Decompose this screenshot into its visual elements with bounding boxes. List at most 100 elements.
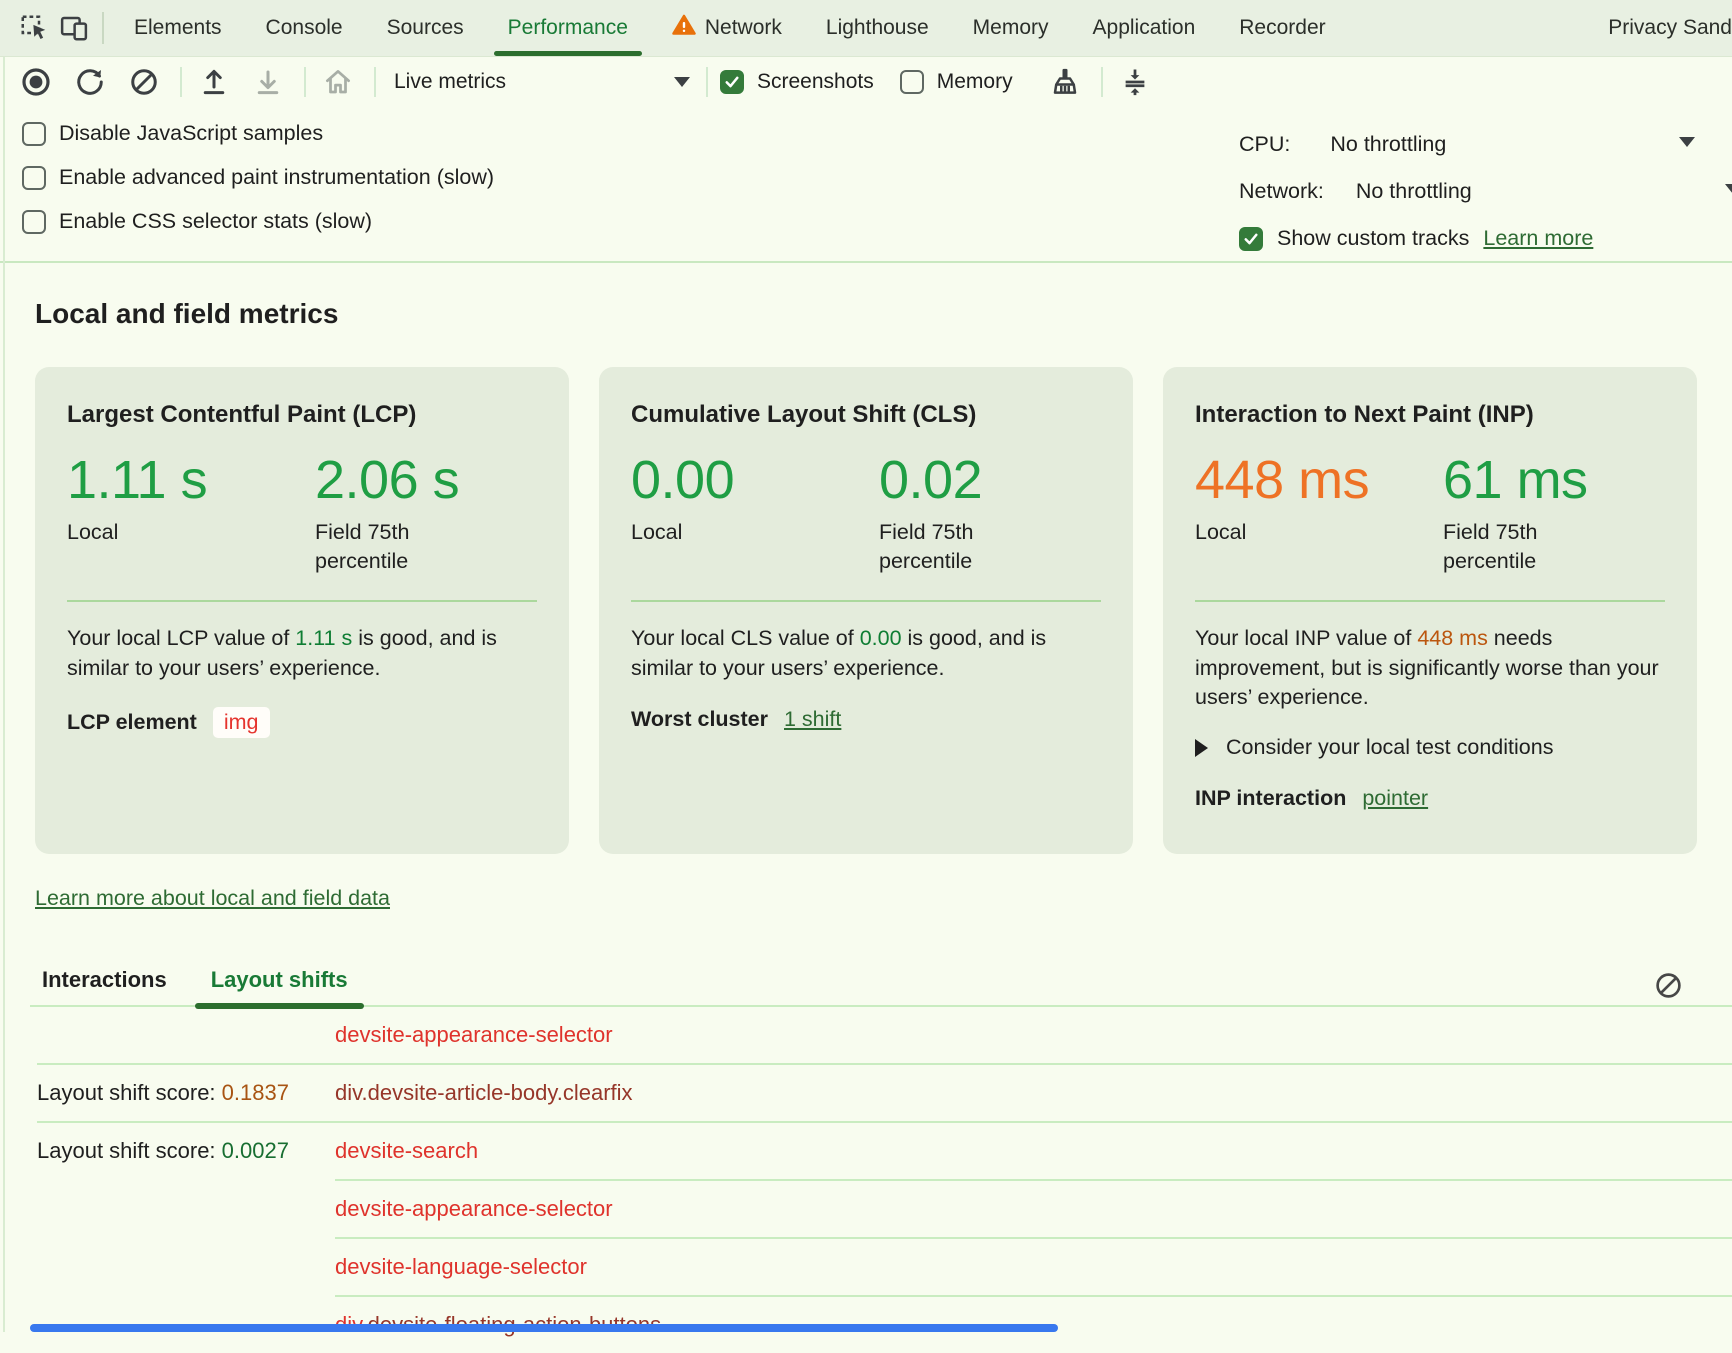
inp-interaction-label: INP interaction xyxy=(1195,786,1346,811)
tab-sources[interactable]: Sources xyxy=(365,0,486,56)
tab-network[interactable]: Network xyxy=(650,0,804,56)
inp-field-label: Field 75th percentile xyxy=(1443,518,1613,576)
tab-memory[interactable]: Memory xyxy=(951,0,1071,56)
tab-console[interactable]: Console xyxy=(244,0,365,56)
clear-recording-button[interactable] xyxy=(124,62,164,102)
performance-settings: Disable JavaScript samples Enable advanc… xyxy=(0,106,1732,263)
chevron-down-icon[interactable] xyxy=(1725,184,1732,194)
lcp-element-node-link[interactable]: img xyxy=(213,707,270,738)
css-selector-stats-checkbox[interactable] xyxy=(22,210,46,234)
record-button[interactable] xyxy=(16,62,56,102)
tab-interactions[interactable]: Interactions xyxy=(42,955,167,1005)
network-label: Network: xyxy=(1239,179,1324,204)
table-row[interactable]: devsite-appearance-selector xyxy=(0,1007,1732,1063)
learn-more-local-field-link[interactable]: Learn more about local and field data xyxy=(35,886,390,911)
worst-cluster-link[interactable]: 1 shift xyxy=(784,707,841,732)
local-test-conditions-disclosure[interactable]: Consider your local test conditions xyxy=(1195,735,1665,760)
worst-cluster-label: Worst cluster xyxy=(631,707,768,732)
shift-score-value: 0.1837 xyxy=(222,1080,289,1105)
memory-checkbox[interactable] xyxy=(900,70,924,94)
disclosure-triangle-icon xyxy=(1195,739,1208,757)
disable-js-samples-label: Disable JavaScript samples xyxy=(59,121,323,146)
tab-lighthouse[interactable]: Lighthouse xyxy=(804,0,951,56)
inp-desc-text: Your local INP value of xyxy=(1195,626,1417,650)
screenshots-checkbox[interactable] xyxy=(720,70,744,94)
device-toolbar-button[interactable] xyxy=(54,8,94,48)
tab-label: Lighthouse xyxy=(826,16,929,40)
shift-node-link[interactable]: devsite-search xyxy=(335,1138,1732,1164)
warning-icon xyxy=(672,14,696,42)
local-test-conditions-label: Consider your local test conditions xyxy=(1226,735,1553,760)
cpu-throttling-select[interactable]: No throttling xyxy=(1330,132,1446,157)
inp-card: Interaction to Next Paint (INP) 448 ms L… xyxy=(1163,367,1697,854)
clear-log-button[interactable] xyxy=(1648,965,1688,1005)
download-profile-button[interactable] xyxy=(248,62,288,102)
cls-card-title: Cumulative Layout Shift (CLS) xyxy=(631,401,1101,429)
tab-layout-shifts[interactable]: Layout shifts xyxy=(211,955,348,1005)
advanced-paint-checkbox[interactable] xyxy=(22,166,46,190)
performance-toolbar: Live metrics Screenshots Memory xyxy=(0,57,1732,106)
lcp-description: Your local LCP value of 1.11 s is good, … xyxy=(67,624,537,683)
tab-privacy-sandbox[interactable]: Privacy Sand xyxy=(1586,0,1732,56)
shift-node-link[interactable]: devsite-language-selector xyxy=(335,1254,1732,1280)
custom-tracks-label: Show custom tracks xyxy=(1277,226,1469,251)
gc-button[interactable] xyxy=(1045,62,1085,102)
table-row[interactable]: Layout shift score: 0.0027 devsite-searc… xyxy=(0,1123,1732,1179)
home-button[interactable] xyxy=(318,62,358,102)
chevron-down-icon xyxy=(674,77,690,87)
disable-js-samples-checkbox[interactable] xyxy=(22,122,46,146)
shift-node-link[interactable]: devsite-appearance-selector xyxy=(335,1022,1732,1048)
chevron-down-icon[interactable] xyxy=(1679,137,1695,147)
inp-field-value: 61 ms xyxy=(1443,453,1613,508)
tab-label: Layout shifts xyxy=(211,967,348,993)
cls-field-label: Field 75th percentile xyxy=(879,518,1049,576)
divider xyxy=(374,67,376,97)
lcp-desc-text: Your local LCP value of xyxy=(67,626,295,650)
devtools-tab-bar: Elements Console Sources Performance Net… xyxy=(0,0,1732,57)
tab-label: Sources xyxy=(387,16,464,40)
tab-label: Elements xyxy=(134,16,222,40)
divider xyxy=(67,600,537,602)
inspect-element-button[interactable] xyxy=(14,8,54,48)
collapse-metrics-button[interactable] xyxy=(1115,62,1155,102)
device-toolbar-icon xyxy=(59,13,89,43)
tab-performance[interactable]: Performance xyxy=(486,0,650,56)
custom-tracks-checkbox[interactable] xyxy=(1239,227,1263,251)
tab-elements[interactable]: Elements xyxy=(112,0,244,56)
cls-desc-value: 0.00 xyxy=(860,626,902,650)
table-row[interactable]: devsite-appearance-selector xyxy=(0,1181,1732,1237)
record-icon xyxy=(20,66,52,98)
shift-score-value: 0.0027 xyxy=(222,1138,289,1163)
custom-tracks-learn-more-link[interactable]: Learn more xyxy=(1483,226,1593,251)
shift-score-label: Layout shift score: xyxy=(37,1138,216,1163)
horizontal-scrollbar-thumb[interactable] xyxy=(30,1324,1058,1332)
tab-recorder[interactable]: Recorder xyxy=(1217,0,1347,56)
panel-mode-select[interactable]: Live metrics xyxy=(388,70,704,94)
table-row[interactable]: devsite-language-selector xyxy=(0,1239,1732,1295)
home-icon xyxy=(323,67,353,97)
shift-node-link[interactable]: devsite-appearance-selector xyxy=(335,1196,1732,1222)
divider xyxy=(1195,600,1665,602)
cls-local-value: 0.00 xyxy=(631,453,879,508)
tab-application[interactable]: Application xyxy=(1071,0,1218,56)
lcp-desc-value: 1.11 s xyxy=(295,626,352,650)
lcp-card-title: Largest Contentful Paint (LCP) xyxy=(67,401,537,429)
lcp-local-label: Local xyxy=(67,518,237,547)
reload-and-record-button[interactable] xyxy=(70,62,110,102)
table-row[interactable]: Layout shift score: 0.1837 div.devsite-a… xyxy=(0,1065,1732,1121)
panel-mode-label: Live metrics xyxy=(394,70,506,94)
tab-label: Console xyxy=(266,16,343,40)
divider xyxy=(180,67,182,97)
inspect-cursor-icon xyxy=(19,13,49,43)
layout-shifts-table: devsite-appearance-selector Layout shift… xyxy=(0,1007,1732,1353)
network-throttling-select[interactable]: No throttling xyxy=(1356,179,1472,204)
cls-card: Cumulative Layout Shift (CLS) 0.00 Local… xyxy=(599,367,1133,854)
screenshots-checkbox-row[interactable]: Screenshots xyxy=(720,70,874,94)
cls-field-value: 0.02 xyxy=(879,453,1049,508)
memory-checkbox-row[interactable]: Memory xyxy=(900,70,1013,94)
upload-profile-button[interactable] xyxy=(194,62,234,102)
lcp-field-value: 2.06 s xyxy=(315,453,485,508)
inp-card-title: Interaction to Next Paint (INP) xyxy=(1195,401,1665,429)
shift-node-link[interactable]: div.devsite-article-body.clearfix xyxy=(335,1080,1732,1106)
inp-interaction-link[interactable]: pointer xyxy=(1362,786,1428,811)
